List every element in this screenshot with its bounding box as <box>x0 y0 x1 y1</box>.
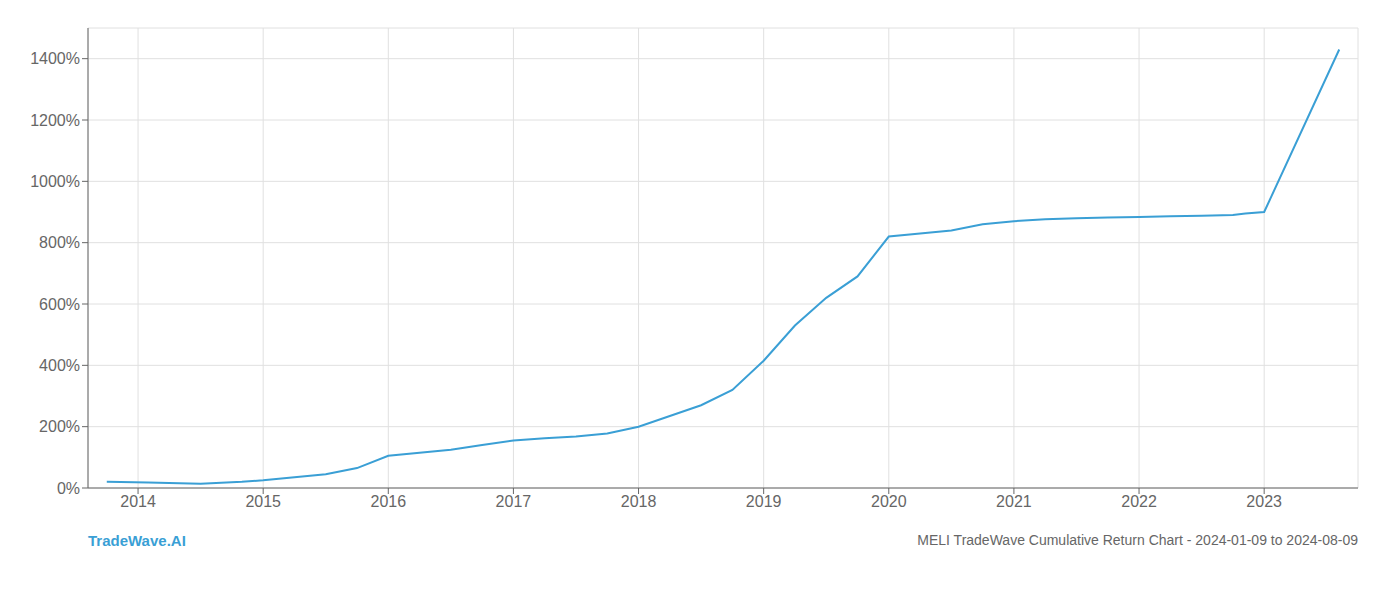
svg-text:2023: 2023 <box>1246 493 1282 510</box>
svg-text:2022: 2022 <box>1121 493 1157 510</box>
svg-text:2015: 2015 <box>245 493 281 510</box>
svg-text:2014: 2014 <box>120 493 156 510</box>
svg-text:600%: 600% <box>39 296 80 313</box>
svg-text:2017: 2017 <box>496 493 532 510</box>
html-text:MELI TradeWave Cumulative Retu: MELI TradeWave Cumulative Return Chart -… <box>917 532 1358 548</box>
svg-text:1400%: 1400% <box>30 50 80 67</box>
svg-text:400%: 400% <box>39 357 80 374</box>
svg-text:2019: 2019 <box>746 493 782 510</box>
svg-text:2020: 2020 <box>871 493 907 510</box>
svg-text:0%: 0% <box>57 480 80 497</box>
svg-text:800%: 800% <box>39 234 80 251</box>
html-text:TradeWave.AI: TradeWave.AI <box>88 532 186 549</box>
svg-text:1000%: 1000% <box>30 173 80 190</box>
svg-text:2018: 2018 <box>621 493 657 510</box>
svg-text:2021: 2021 <box>996 493 1032 510</box>
svg-text:200%: 200% <box>39 418 80 435</box>
svg-text:1200%: 1200% <box>30 112 80 129</box>
svg-text:2016: 2016 <box>370 493 406 510</box>
